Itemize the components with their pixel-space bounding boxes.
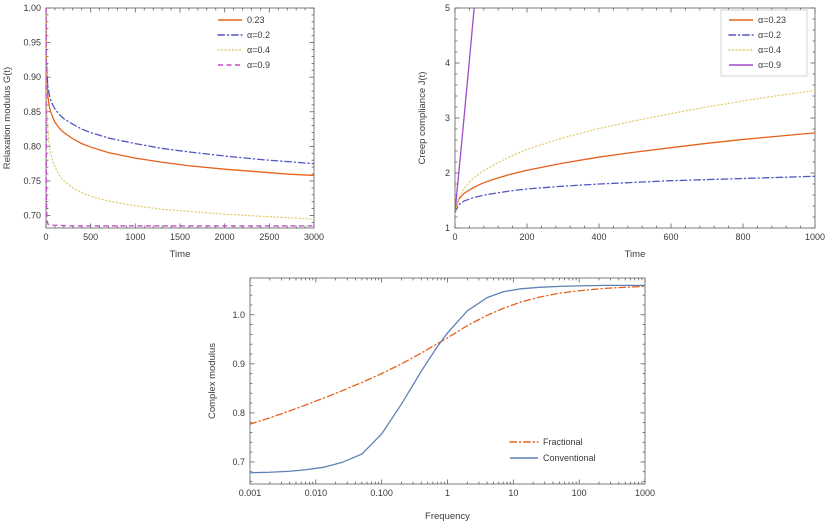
y-tick-label: 1.0: [232, 310, 245, 320]
y-tick-label: 5: [445, 3, 450, 13]
series-line-α=0.4: [455, 89, 815, 215]
x-tick-label: 1: [445, 488, 450, 498]
creep-compliance-plot: 0 200 400 600 800 1000 1 2 3 4 5 Time Creep complian…: [417, 3, 825, 260]
x-tick-label: 100: [572, 488, 587, 498]
series-line-α=0.2: [455, 175, 815, 214]
x-tick-label: 0: [452, 232, 457, 242]
axis-labels: 0.001 0.010 0.100 1 10 100 1000 0.7 0.8 0.9 1.0 Fre…: [207, 310, 655, 522]
complex-modulus-plot: 0.001 0.010 0.100 1 10 100 1000 0.7 0.8 0.9 1.0 Fre…: [207, 277, 655, 522]
legend-label: 0.23: [247, 15, 265, 25]
legend: α=0.23 α=0.2 α=0.4 α=0.9: [720, 9, 808, 77]
series-line-Fractional: [250, 285, 645, 425]
x-tick-label: 1000: [125, 232, 145, 242]
legend-label: α=0.4: [247, 45, 270, 55]
legend-label: α=0.9: [758, 60, 781, 70]
y-tick-label: 0.8: [232, 408, 245, 418]
y-tick-label: 2: [445, 168, 450, 178]
x-tick-label: 1500: [170, 232, 190, 242]
x-tick-label: 0.010: [305, 488, 328, 498]
axis-labels: 0 500 1000 1500 2000 2500 3000 0.70 0.75 0.80 0.85…: [2, 3, 324, 260]
y-tick-label: 0.95: [23, 38, 41, 48]
x-tick-label: 800: [735, 232, 750, 242]
legend-label: α=0.2: [247, 30, 270, 40]
x-tick-label: 0: [43, 232, 48, 242]
series-line-0.23: [46, 8, 314, 177]
y-tick-label: 0.70: [23, 211, 41, 221]
series-line-α=0.2: [46, 8, 314, 165]
legend-label: Conventional: [543, 453, 596, 463]
legend: Fractional Conventional: [509, 437, 596, 463]
series-line-α=0.23: [455, 132, 815, 211]
legend-label: α=0.9: [247, 60, 270, 70]
legend-label: α=0.2: [758, 30, 781, 40]
y-tick-label: 1.00: [23, 3, 41, 13]
series-line-α=0.9: [46, 8, 314, 227]
y-tick-label: 0.85: [23, 107, 41, 117]
legend-label: α=0.23: [758, 15, 786, 25]
x-tick-label: 3000: [304, 232, 324, 242]
x-tick-label: 200: [519, 232, 534, 242]
axis-labels: 0 200 400 600 800 1000 1 2 3 4 5 Time Creep complian…: [417, 3, 825, 260]
relaxation-modulus-chart: 0 500 1000 1500 2000 2500 3000 0.70 0.75 0.80 0.85…: [0, 0, 330, 262]
y-axis-label: Relaxation modulus G(t): [2, 67, 13, 169]
x-tick-label: 600: [663, 232, 678, 242]
x-axis-label: Time: [170, 249, 191, 260]
legend-label: Fractional: [543, 437, 583, 447]
x-tick-label: 0.100: [370, 488, 393, 498]
relaxation-modulus-plot: 0 500 1000 1500 2000 2500 3000 0.70 0.75 0.80 0.85…: [2, 3, 324, 260]
creep-compliance-chart: 0 200 400 600 800 1000 1 2 3 4 5 Time Creep complian…: [415, 0, 840, 262]
y-tick-label: 0.90: [23, 72, 41, 82]
x-axis-label: Time: [625, 249, 646, 260]
x-tick-label: 2000: [215, 232, 235, 242]
x-tick-label: 1000: [635, 488, 655, 498]
y-tick-label: 0.80: [23, 141, 41, 151]
complex-modulus-chart: 0.001 0.010 0.100 1 10 100 1000 0.7 0.8 0.9 1.0 Fre…: [205, 262, 655, 524]
y-tick-label: 4: [445, 58, 450, 68]
series-line-α=0.4: [46, 8, 314, 220]
axes-frame: [249, 277, 646, 485]
x-tick-label: 2500: [259, 232, 279, 242]
x-tick-label: 1000: [805, 232, 825, 242]
legend-label: α=0.4: [758, 45, 781, 55]
y-tick-label: 0.75: [23, 176, 41, 186]
y-tick-label: 0.9: [232, 359, 245, 369]
series-line-α=0.9: [455, 8, 475, 212]
x-tick-label: 10: [508, 488, 518, 498]
x-tick-label: 0.001: [239, 488, 262, 498]
y-tick-label: 0.7: [232, 457, 245, 467]
x-tick-label: 400: [591, 232, 606, 242]
y-tick-label: 3: [445, 113, 450, 123]
series-line-Conventional: [250, 284, 645, 474]
legend: 0.23 α=0.2 α=0.4 α=0.9: [217, 15, 270, 70]
y-axis-label: Creep compliance J(t): [417, 72, 428, 165]
y-tick-label: 1: [445, 223, 450, 233]
x-axis-label: Frequency: [425, 511, 470, 522]
x-tick-label: 500: [83, 232, 98, 242]
y-axis-label: Complex modulus: [207, 343, 218, 419]
